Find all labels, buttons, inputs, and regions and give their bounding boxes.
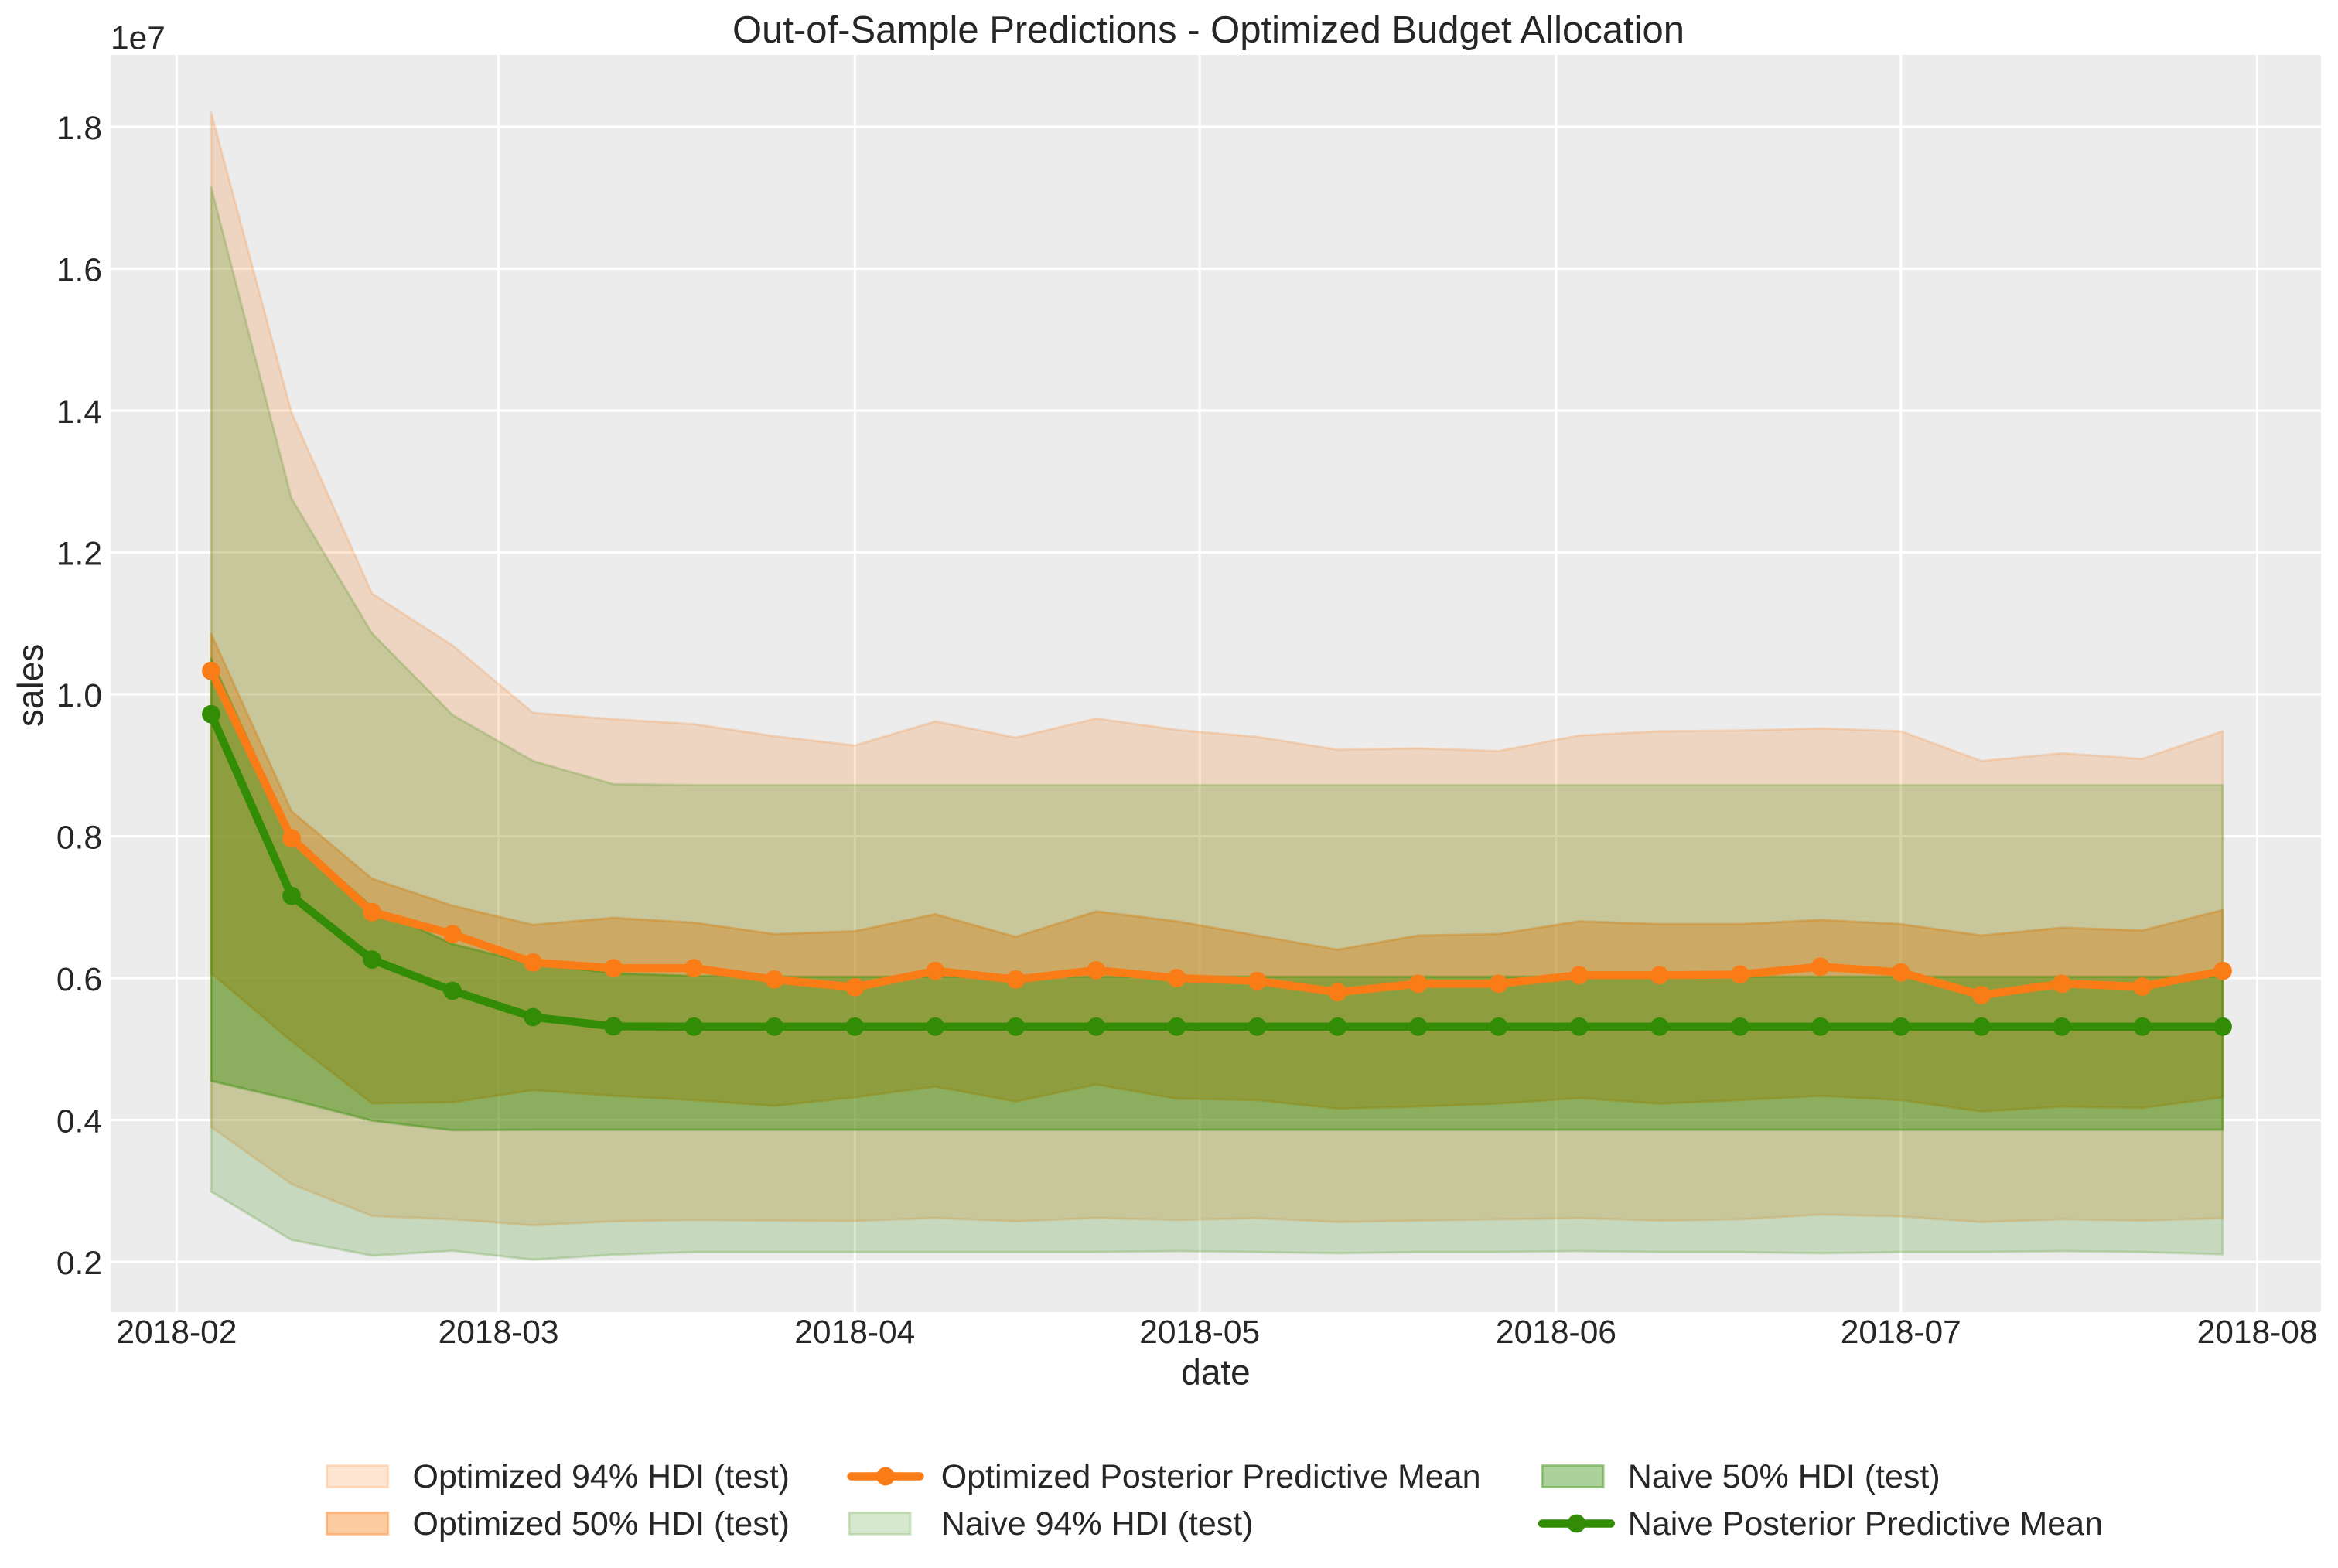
svg-text:1.8: 1.8	[56, 111, 102, 147]
svg-text:2018-07: 2018-07	[1841, 1314, 1961, 1351]
svg-text:Out-of-Sample Predictions - Op: Out-of-Sample Predictions - Optimized Bu…	[732, 9, 1684, 51]
svg-text:2018-08: 2018-08	[2197, 1314, 2318, 1351]
svg-text:2018-06: 2018-06	[1496, 1314, 1616, 1351]
svg-text:1.2: 1.2	[56, 537, 102, 573]
svg-text:Naive 94% HDI (test): Naive 94% HDI (test)	[941, 1505, 1254, 1542]
svg-text:0.4: 0.4	[56, 1104, 102, 1140]
svg-text:2018-02: 2018-02	[116, 1314, 237, 1351]
svg-text:2018-04: 2018-04	[794, 1314, 915, 1351]
svg-text:2018-05: 2018-05	[1139, 1314, 1260, 1351]
svg-text:0.8: 0.8	[56, 820, 102, 857]
svg-text:sales: sales	[10, 644, 50, 727]
svg-text:1.0: 1.0	[56, 678, 102, 714]
svg-text:1.4: 1.4	[56, 394, 102, 431]
svg-text:Naive 50% HDI (test): Naive 50% HDI (test)	[1628, 1458, 1940, 1495]
svg-text:Optimized 94% HDI (test): Optimized 94% HDI (test)	[413, 1458, 790, 1495]
svg-text:Naive Posterior Predictive Mea: Naive Posterior Predictive Mean	[1628, 1505, 2103, 1542]
svg-text:0.2: 0.2	[56, 1246, 102, 1282]
svg-text:2018-03: 2018-03	[439, 1314, 559, 1351]
svg-text:Optimized Posterior Predictive: Optimized Posterior Predictive Mean	[941, 1458, 1481, 1495]
svg-text:date: date	[1181, 1352, 1251, 1392]
svg-text:1.6: 1.6	[56, 253, 102, 289]
svg-text:1e7: 1e7	[111, 21, 166, 57]
svg-text:0.6: 0.6	[56, 962, 102, 998]
svg-text:Optimized 50% HDI (test): Optimized 50% HDI (test)	[413, 1505, 790, 1542]
